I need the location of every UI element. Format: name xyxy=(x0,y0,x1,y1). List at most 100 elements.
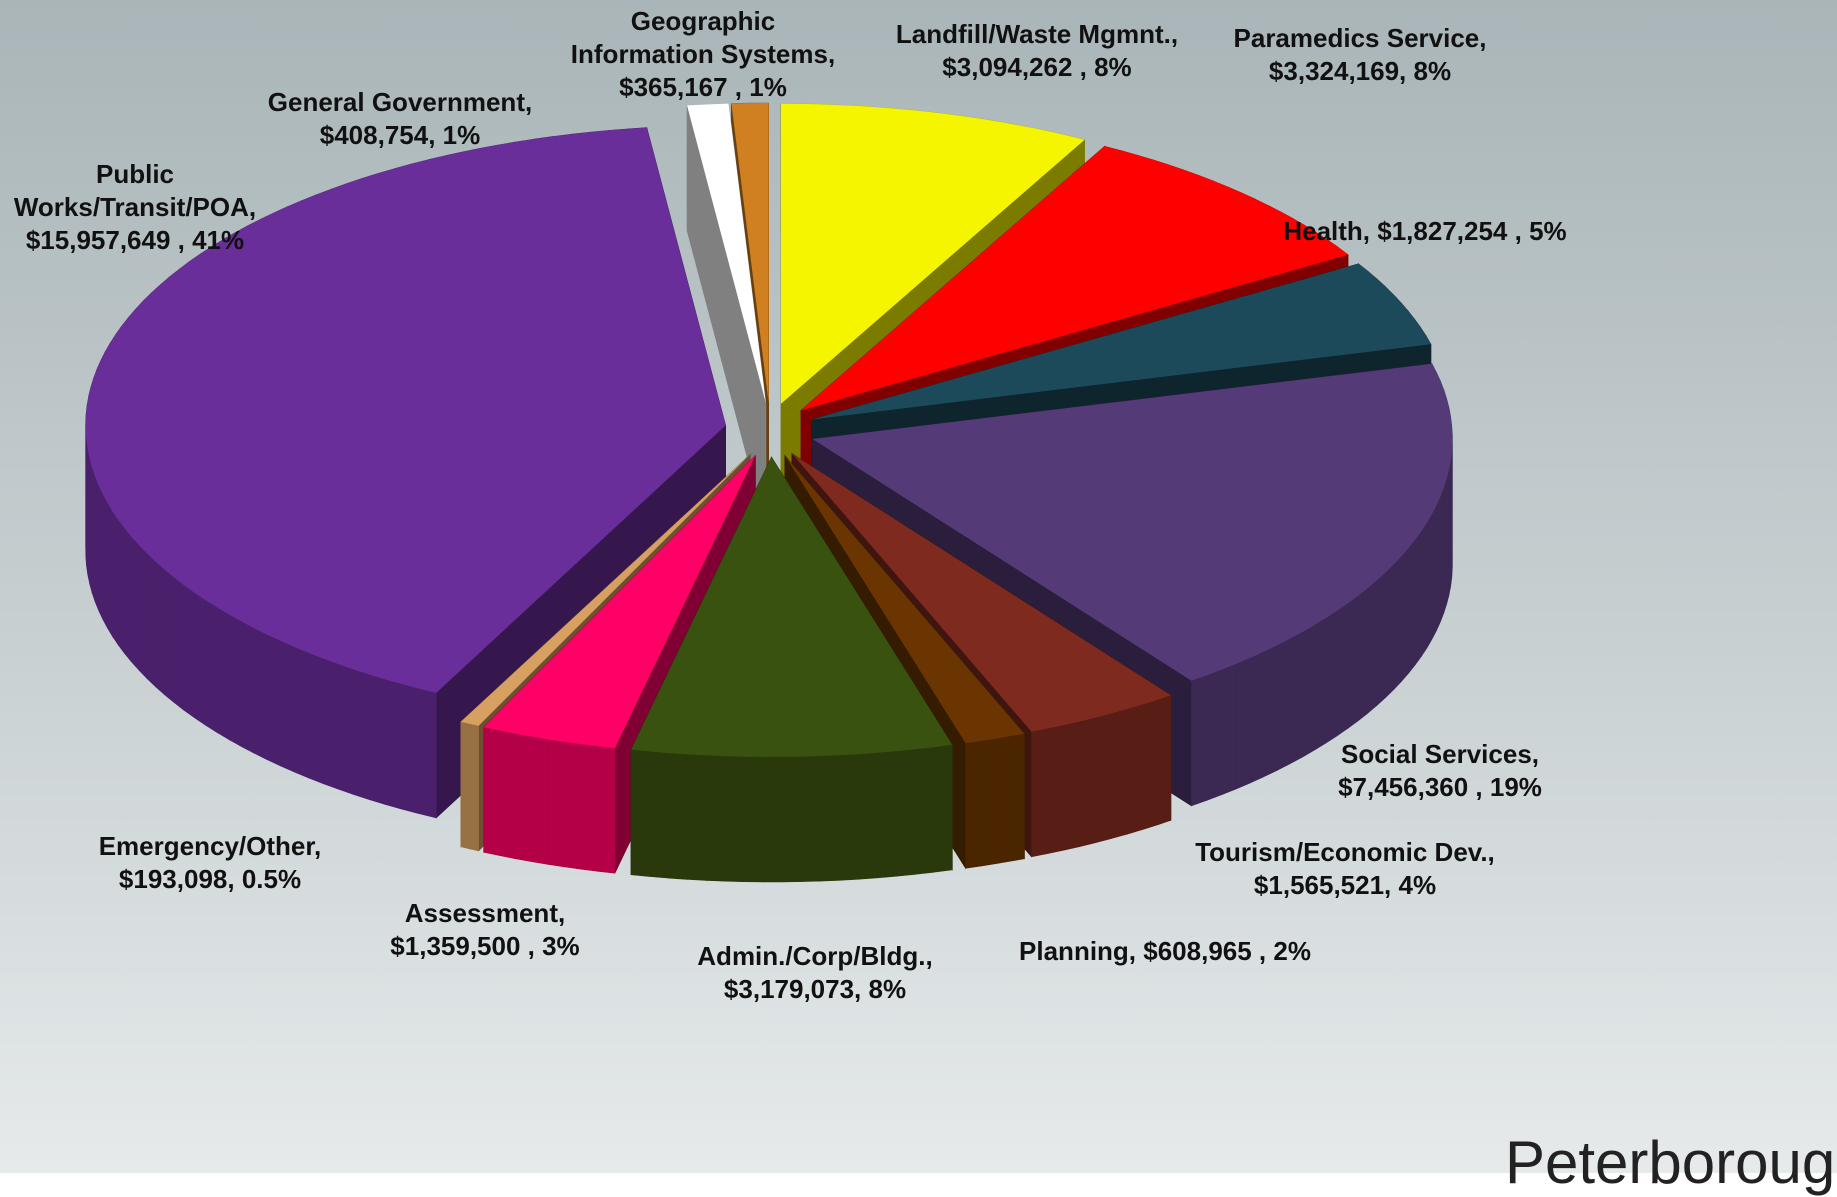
slice-side xyxy=(1358,588,1368,721)
slice-side xyxy=(339,664,354,794)
slice-side xyxy=(1207,670,1222,801)
slice-side xyxy=(386,680,402,810)
slice-label: Admin./Corp/Bldg., $3,179,073, 8% xyxy=(670,940,960,1006)
slice-side xyxy=(461,722,470,849)
slice-side xyxy=(1250,652,1264,783)
slice-side xyxy=(113,512,119,646)
slice-side xyxy=(241,621,254,753)
slice-side xyxy=(915,747,934,874)
slice-side xyxy=(1368,580,1377,713)
slice-side xyxy=(706,755,725,881)
slice-side xyxy=(1236,658,1250,789)
category-label: General Government, xyxy=(268,87,532,117)
slice-side xyxy=(1032,729,1048,857)
slice-side xyxy=(470,724,479,851)
slice-side xyxy=(878,751,897,878)
slice-side xyxy=(840,754,859,880)
category-label: Health, xyxy=(1283,216,1370,246)
slice-side xyxy=(581,744,598,871)
slice-side xyxy=(1048,725,1064,853)
slice-side xyxy=(1191,675,1206,805)
slice-side xyxy=(147,554,156,687)
slice-side xyxy=(1415,531,1421,664)
slice-side xyxy=(125,529,132,662)
value-label: $3,179,073, 8% xyxy=(724,974,906,1004)
slice-side xyxy=(184,585,195,718)
slice-side xyxy=(139,545,147,678)
value-label: $3,094,262 , 8% xyxy=(942,52,1131,82)
slice-side xyxy=(966,741,981,868)
slice-side xyxy=(821,755,840,881)
slice-side xyxy=(981,739,996,866)
slice-label: Geographic Information Systems, $365,167… xyxy=(558,5,848,104)
slice-label: Emergency/Other, $193,098, 0.5% xyxy=(65,830,355,896)
slice-side xyxy=(565,742,582,869)
value-label: $15,957,649 , 41% xyxy=(26,225,244,255)
slice-side xyxy=(1221,664,1236,795)
category-label: Landfill/Waste Mgmnt., xyxy=(896,19,1178,49)
slice-side xyxy=(687,754,706,880)
value-label: $1,827,254 , 5% xyxy=(1377,216,1566,246)
category-label: Admin./Corp/Bldg., xyxy=(697,941,932,971)
slice-side xyxy=(267,635,281,766)
slice-side xyxy=(995,736,1010,864)
slice-side xyxy=(324,659,339,790)
slice-label: Landfill/Waste Mgmnt., $3,094,262 , 8% xyxy=(857,18,1217,84)
slice-side xyxy=(309,653,324,784)
value-label: $365,167 , 1% xyxy=(619,72,787,102)
category-label: Public Works/Transit/POA, xyxy=(14,159,256,222)
slice-side xyxy=(99,486,103,620)
category-label: Geographic Information Systems, xyxy=(571,6,835,69)
slice-side xyxy=(745,757,764,882)
slice-side xyxy=(859,753,878,879)
slice-side xyxy=(1409,540,1416,673)
slice-side xyxy=(370,675,386,805)
slice-side xyxy=(1394,556,1402,689)
slice-side xyxy=(229,614,241,746)
slice-side xyxy=(1064,722,1080,851)
slice-side xyxy=(1444,479,1447,613)
slice-label: Social Services, $7,456,360 , 19% xyxy=(1315,738,1565,804)
slice-side xyxy=(165,570,175,703)
slice-side xyxy=(1326,611,1337,743)
slice-side xyxy=(783,757,802,882)
slice-label: Tourism/Economic Dev., $1,565,521, 4% xyxy=(1195,836,1495,902)
value-label: $608,965 , 2% xyxy=(1143,936,1311,966)
slice-side xyxy=(1127,705,1142,835)
slice-side xyxy=(1264,645,1277,776)
slice-side xyxy=(1348,596,1358,729)
logo-text: Peterborough xyxy=(1505,1128,1837,1197)
value-label: $1,359,500 , 3% xyxy=(390,931,579,961)
slice-side xyxy=(1427,514,1432,648)
value-label: $3,324,169, 8% xyxy=(1269,56,1451,86)
slice-side xyxy=(1290,632,1303,764)
slice-side xyxy=(1111,709,1126,838)
value-label: $408,754, 1% xyxy=(320,120,480,150)
slice-side xyxy=(419,689,436,818)
slice-side xyxy=(516,734,532,862)
slice-side xyxy=(254,628,267,760)
slice-side xyxy=(548,739,565,867)
slice-label: General Government, $408,754, 1% xyxy=(240,86,560,152)
value-label: $193,098, 0.5% xyxy=(119,864,301,894)
category-label: Emergency/Other, xyxy=(99,831,322,861)
slice-side xyxy=(205,600,216,732)
slice-side xyxy=(195,593,206,725)
slice-side xyxy=(1302,625,1314,757)
slice-side xyxy=(295,647,309,778)
slice-label: Paramedics Service, $3,324,169, 8% xyxy=(1210,22,1510,88)
slice-side xyxy=(1422,523,1428,657)
slice-side xyxy=(132,537,139,670)
slice-side xyxy=(1432,505,1437,639)
slice-side xyxy=(92,468,95,602)
slice-side xyxy=(1314,618,1326,750)
slice-side xyxy=(1441,488,1444,622)
slice-side xyxy=(764,757,783,882)
slice-side xyxy=(217,607,229,739)
slice-side xyxy=(1010,734,1025,862)
slice-label: Public Works/Transit/POA, $15,957,649 , … xyxy=(3,158,268,257)
slice-side xyxy=(403,684,420,813)
slice-side xyxy=(103,494,108,628)
slice-side xyxy=(532,737,548,865)
slice-side xyxy=(725,756,744,882)
